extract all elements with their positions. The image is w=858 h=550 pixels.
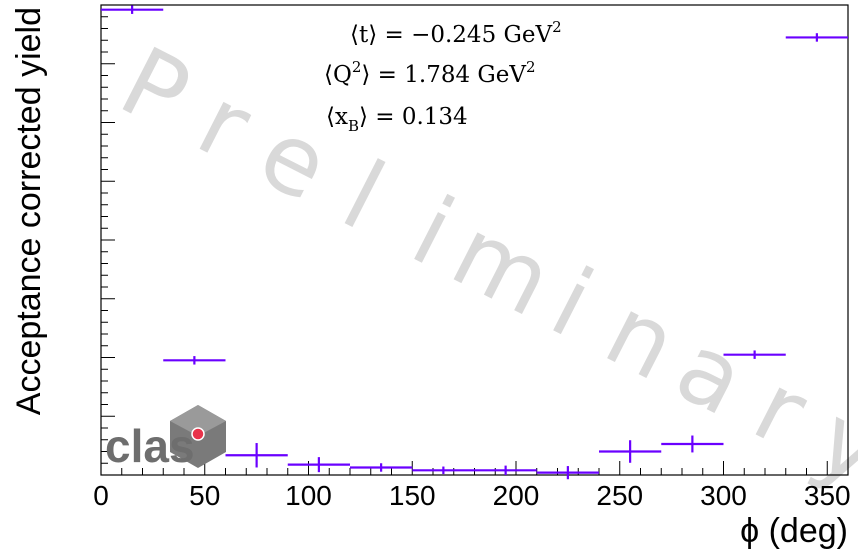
- x-tick-labels: 0 50 100 150 200 250 300 350: [93, 480, 850, 511]
- x-tick-label: 200: [493, 480, 540, 511]
- clas-logo: clas: [105, 405, 226, 472]
- x-tick-label: 350: [804, 480, 851, 511]
- x-tick-label: 250: [596, 480, 643, 511]
- data-point: [101, 5, 164, 14]
- annotation-t: ⟨t⟩ = −0.245 GeV2: [350, 18, 562, 48]
- annotation-q2: ⟨Q2⟩ = 1.784 GeV2: [324, 58, 536, 88]
- data-point: [287, 457, 350, 473]
- data-point: [225, 443, 288, 468]
- data-point: [350, 463, 413, 472]
- clas-logo-dot: [191, 427, 205, 441]
- kinematics-annotations: ⟨t⟩ = −0.245 GeV2 ⟨Q2⟩ = 1.784 GeV2 ⟨xB⟩…: [324, 18, 562, 135]
- annotation-xb: ⟨xB⟩ = 0.134: [326, 104, 468, 135]
- data-point: [536, 466, 599, 480]
- watermark-letter: r: [181, 65, 267, 183]
- clas-logo-hexagon-facet: [170, 405, 226, 436]
- y-axis-ticks: [101, 4, 115, 476]
- x-tick-label: 150: [389, 480, 436, 511]
- data-series: [101, 5, 848, 480]
- data-point: [163, 356, 226, 365]
- data-point: [599, 440, 662, 463]
- data-point: [723, 350, 786, 359]
- x-axis-ticks: [100, 461, 849, 475]
- data-point: [474, 465, 537, 475]
- watermark-letter: l: [326, 140, 401, 252]
- watermark-letter: r: [737, 351, 823, 469]
- x-axis-label: ϕ (deg): [740, 512, 848, 550]
- data-point: [412, 466, 475, 475]
- x-tick-label: 50: [189, 480, 220, 511]
- x-tick-label: 0: [93, 480, 109, 511]
- x-tick-label: 100: [285, 480, 332, 511]
- data-point: [785, 33, 848, 42]
- x-tick-label: 300: [700, 480, 747, 511]
- clas-logo-word: clas: [105, 420, 195, 472]
- data-point: [661, 435, 724, 453]
- watermark-letter: P: [104, 26, 206, 152]
- y-axis-label: Acceptance corrected yield: [10, 7, 48, 415]
